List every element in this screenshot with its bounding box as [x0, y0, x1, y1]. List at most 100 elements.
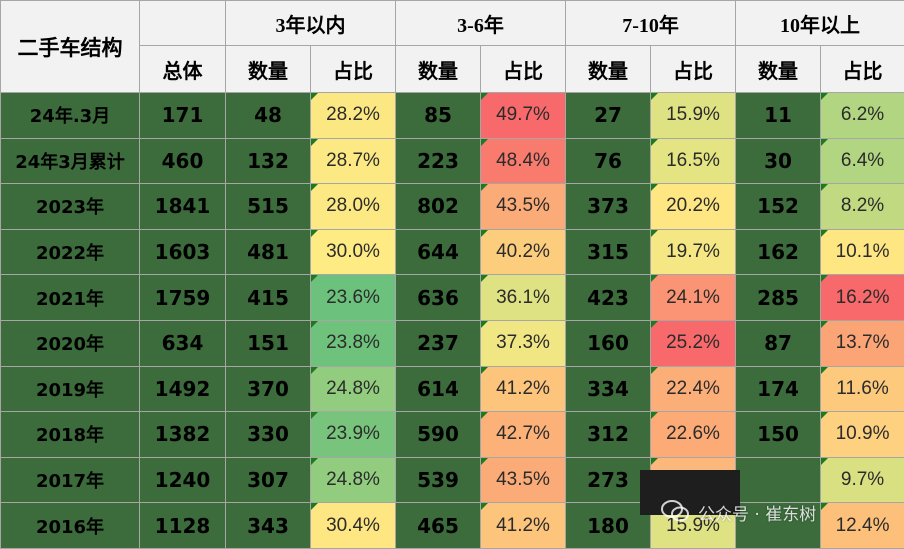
share-cell: 43.5%	[481, 184, 566, 230]
group-header-0-3: 3年以内	[226, 1, 396, 46]
count-cell: 307	[226, 457, 311, 503]
row-label: 2019年	[1, 366, 140, 412]
row-label: 2018年	[1, 412, 140, 458]
count-cell	[736, 503, 821, 549]
share-cell: 36.1%	[481, 275, 566, 321]
share-cell: 19.7%	[651, 229, 736, 275]
count-cell: 152	[736, 184, 821, 230]
count-cell: 151	[226, 320, 311, 366]
share-cell: 16.5%	[651, 138, 736, 184]
count-cell: 27	[566, 93, 651, 139]
row-label: 2017年	[1, 457, 140, 503]
count-cell: 285	[736, 275, 821, 321]
count-cell: 76	[566, 138, 651, 184]
count-cell: 30	[736, 138, 821, 184]
share-cell: 28.7%	[311, 138, 396, 184]
row-label: 2022年	[1, 229, 140, 275]
count-cell: 223	[396, 138, 481, 184]
count-cell: 312	[566, 412, 651, 458]
share-cell: 37.3%	[481, 320, 566, 366]
count-cell: 802	[396, 184, 481, 230]
row-label: 24年3月累计	[1, 138, 140, 184]
count-cell: 373	[566, 184, 651, 230]
share-cell: 23.6%	[311, 275, 396, 321]
share-cell: 22.6%	[651, 412, 736, 458]
count-cell: 370	[226, 366, 311, 412]
total-cell: 1759	[140, 275, 226, 321]
total-cell: 1603	[140, 229, 226, 275]
count-cell: 160	[566, 320, 651, 366]
count-cell: 162	[736, 229, 821, 275]
share-cell: 10.1%	[821, 229, 904, 275]
share-cell: 30.4%	[311, 503, 396, 549]
count-cell: 237	[396, 320, 481, 366]
share-cell: 9.7%	[821, 457, 904, 503]
count-cell: 423	[566, 275, 651, 321]
share-cell: 49.7%	[481, 93, 566, 139]
total-cell: 1240	[140, 457, 226, 503]
share-cell: 41.2%	[481, 503, 566, 549]
count-cell: 334	[566, 366, 651, 412]
total-cell: 1492	[140, 366, 226, 412]
share-header: 占比	[311, 46, 396, 93]
count-cell: 515	[226, 184, 311, 230]
share-cell: 15.9%	[651, 503, 736, 549]
count-cell: 636	[396, 275, 481, 321]
share-cell: 15.9%	[651, 93, 736, 139]
row-label: 2016年	[1, 503, 140, 549]
total-cell: 171	[140, 93, 226, 139]
share-cell: 25.2%	[651, 320, 736, 366]
row-label: 2020年	[1, 320, 140, 366]
share-cell: 23.8%	[311, 320, 396, 366]
count-cell: 644	[396, 229, 481, 275]
count-cell: 330	[226, 412, 311, 458]
share-cell: 22.4%	[651, 366, 736, 412]
header-blank	[140, 1, 226, 46]
count-cell: 539	[396, 457, 481, 503]
count-header: 数量	[396, 46, 481, 93]
share-cell: 22.0%	[651, 457, 736, 503]
count-cell: 180	[566, 503, 651, 549]
count-header: 数量	[226, 46, 311, 93]
count-cell: 48	[226, 93, 311, 139]
table-header: 二手车结构 3年以内 3-6年 7-10年 10年以上 总体 数量 占比 数量 …	[1, 1, 904, 93]
count-cell: 85	[396, 93, 481, 139]
share-cell: 24.1%	[651, 275, 736, 321]
share-cell: 11.6%	[821, 366, 904, 412]
share-header: 占比	[821, 46, 904, 93]
count-cell: 343	[226, 503, 311, 549]
share-cell: 12.4%	[821, 503, 904, 549]
share-cell: 28.0%	[311, 184, 396, 230]
row-label: 2021年	[1, 275, 140, 321]
group-header-10-plus: 10年以上	[736, 1, 904, 46]
count-cell: 11	[736, 93, 821, 139]
share-cell: 13.7%	[821, 320, 904, 366]
share-cell: 28.2%	[311, 93, 396, 139]
count-cell: 174	[736, 366, 821, 412]
share-cell: 42.7%	[481, 412, 566, 458]
count-cell: 590	[396, 412, 481, 458]
total-cell: 634	[140, 320, 226, 366]
share-cell: 23.9%	[311, 412, 396, 458]
group-header-3-6: 3-6年	[396, 1, 566, 46]
share-cell: 20.2%	[651, 184, 736, 230]
table-title: 二手车结构	[1, 1, 140, 93]
count-header: 数量	[566, 46, 651, 93]
share-cell: 24.8%	[311, 366, 396, 412]
share-cell: 30.0%	[311, 229, 396, 275]
group-header-7-10: 7-10年	[566, 1, 736, 46]
share-cell: 10.9%	[821, 412, 904, 458]
share-header: 占比	[481, 46, 566, 93]
share-cell: 40.2%	[481, 229, 566, 275]
